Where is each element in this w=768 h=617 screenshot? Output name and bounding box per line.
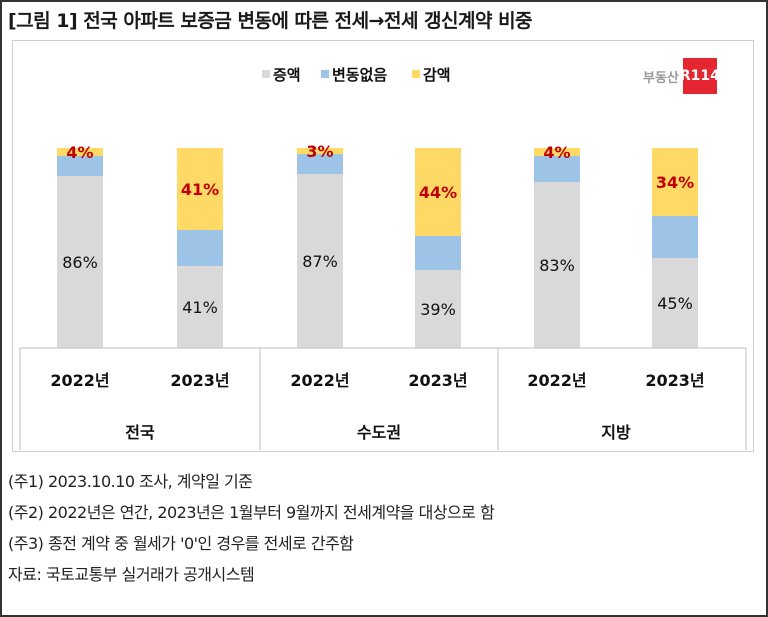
group-label-0: 전국 — [125, 423, 155, 442]
bar-변동없음-4 — [534, 156, 580, 182]
note-2: (주2) 2022년은 연간, 2023년은 1월부터 9월까지 전세계약을 대… — [8, 503, 495, 522]
bar-감액-1 — [177, 148, 223, 230]
data-label-감액-0: 4% — [66, 143, 93, 162]
x-tick-label-1: 2023년 — [170, 371, 229, 390]
bar-증액-0 — [57, 176, 103, 348]
legend-label-2: 감액 — [423, 66, 451, 84]
note-3: (주3) 종전 계약 중 월세가 '0'인 경우를 전세로 간주함 — [8, 534, 354, 553]
x-tick-label-2: 2022년 — [290, 371, 349, 390]
bar-변동없음-5 — [652, 216, 698, 258]
data-label-증액-0: 86% — [62, 253, 98, 272]
bar-감액-4 — [534, 148, 580, 156]
notes: (주1) 2023.10.10 조사, 계약일 기준 (주2) 2022년은 연… — [8, 466, 495, 590]
bar-변동없음-2 — [297, 154, 343, 174]
x-tick-label-0: 2022년 — [50, 371, 109, 390]
data-label-감액-3: 44% — [419, 183, 457, 202]
bar-감액-5 — [652, 148, 698, 216]
bar-변동없음-3 — [415, 236, 461, 270]
chart-area — [12, 40, 754, 452]
bar-변동없음-0 — [57, 156, 103, 176]
legend-label-1: 변동없음 — [332, 66, 387, 84]
legend-swatch-1 — [321, 70, 329, 78]
x-tick-label-3: 2023년 — [408, 371, 467, 390]
data-label-감액-2: 3% — [306, 142, 333, 161]
bar-증액-3 — [415, 270, 461, 348]
logo-badge: R114 — [680, 58, 720, 94]
group-label-1: 수도권 — [357, 423, 401, 442]
bar-감액-0 — [57, 148, 103, 156]
group-label-2: 지방 — [601, 423, 631, 442]
bar-감액-2 — [297, 148, 343, 154]
logo: 부동산 R114 — [643, 58, 720, 94]
bar-증액-4 — [534, 182, 580, 348]
source-note: 자료: 국토교통부 실거래가 공개시스템 — [8, 565, 255, 584]
bar-감액-3 — [415, 148, 461, 236]
legend-swatch-0 — [262, 70, 270, 78]
data-label-감액-4: 4% — [543, 143, 570, 162]
data-label-감액-1: 41% — [181, 180, 219, 199]
x-tick-label-5: 2023년 — [645, 371, 704, 390]
chart-title: [그림 1] 전국 아파트 보증금 변동에 따른 전세→전세 갱신계약 비중 — [8, 10, 533, 32]
legend-label-0: 증액 — [273, 66, 301, 84]
legend-swatch-2 — [412, 70, 420, 78]
data-label-증액-5: 45% — [657, 294, 693, 313]
data-label-증액-4: 83% — [539, 256, 575, 275]
bar-증액-1 — [177, 266, 223, 348]
logo-text: 부동산 — [643, 70, 679, 86]
x-tick-label-4: 2022년 — [527, 371, 586, 390]
bar-변동없음-1 — [177, 230, 223, 266]
data-label-감액-5: 34% — [656, 173, 694, 192]
bar-증액-5 — [652, 258, 698, 348]
data-label-증액-1: 41% — [182, 298, 218, 317]
data-label-증액-3: 39% — [420, 300, 456, 319]
note-1: (주1) 2023.10.10 조사, 계약일 기준 — [8, 472, 253, 491]
bar-증액-2 — [297, 174, 343, 348]
data-label-증액-2: 87% — [302, 252, 338, 271]
